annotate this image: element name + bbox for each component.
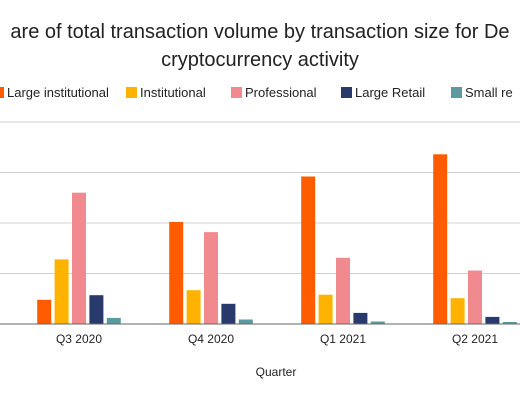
bar-large-institutional-q2-2021 [433,154,448,324]
bar-professional-q1-2021 [336,257,350,324]
bar-professional-q2-2021 [468,270,482,324]
legend-label: Institutional [140,85,206,100]
bar-institutional-q2-2021 [450,298,465,324]
legend-label: Professional [245,85,317,100]
x-tick-labels: Q3 2020 Q4 2020 Q1 2021 Q2 2021 [56,332,498,346]
bars [37,154,517,324]
legend-swatch [126,87,137,98]
x-tick-label: Q2 2021 [452,332,498,346]
x-tick-label: Q1 2021 [320,332,366,346]
bar-small-re-q1-2021 [370,321,385,324]
bar-professional-q4-2020 [204,232,218,324]
bar-large-institutional-q3-2020 [37,299,52,324]
legend-label: Small re [465,85,513,100]
chart-subtitle: cryptocurrency activity [161,49,359,71]
bar-institutional-q1-2021 [318,294,333,324]
legend-swatch [451,87,462,98]
bar-large-retail-q4-2020 [221,303,236,324]
chart-legend: Large institutional Institutional Professi… [0,85,513,100]
legend-swatch [0,87,4,98]
x-tick-label: Q3 2020 [56,332,102,346]
x-axis-title: Quarter [256,365,297,379]
bar-institutional-q3-2020 [54,259,69,324]
bar-large-retail-q2-2021 [485,316,500,324]
bar-small-re-q2-2021 [502,322,517,324]
chart-title: are of total transaction volume by trans… [10,21,509,43]
bar-large-retail-q1-2021 [353,312,368,324]
x-tick-label: Q4 2020 [188,332,234,346]
bar-large-institutional-q1-2021 [301,176,316,324]
bar-small-re-q4-2020 [238,319,253,324]
legend-label: Large Retail [355,85,425,100]
bar-large-retail-q3-2020 [89,295,104,324]
legend-label: Large institutional [7,85,109,100]
legend-swatch [231,87,242,98]
bar-institutional-q4-2020 [186,290,201,324]
legend-swatch [341,87,352,98]
bar-small-re-q3-2020 [106,317,121,324]
bar-large-institutional-q4-2020 [169,222,184,324]
bar-professional-q3-2020 [72,192,86,324]
